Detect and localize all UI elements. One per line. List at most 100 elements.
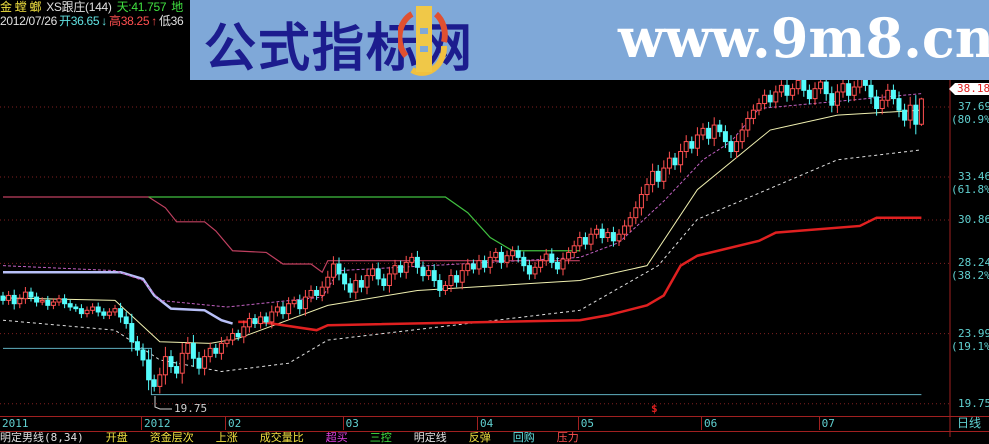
candle-body: [902, 109, 908, 121]
candle-body: [330, 263, 336, 278]
candle-body: [431, 270, 437, 282]
indicator-value: 资金层次: [149, 432, 194, 444]
candle-body: [728, 141, 734, 153]
candle-body: [325, 276, 331, 288]
candle-body: [123, 316, 129, 325]
candle-body: [246, 318, 252, 328]
candle-body: [426, 270, 432, 277]
candle-body: [190, 342, 196, 359]
candle-body: [610, 232, 616, 242]
candle-body: [370, 268, 376, 277]
candle-body: [594, 228, 600, 235]
candle-body: [134, 341, 140, 351]
candle-body: [818, 81, 824, 90]
candle-body: [398, 265, 404, 273]
candle-body: [101, 311, 107, 316]
low-marker-leader: [154, 396, 172, 410]
candle-body: [62, 298, 68, 305]
price-axis-label: 33.46: [958, 170, 989, 183]
candle-body: [470, 263, 476, 270]
candle-body: [644, 184, 650, 196]
candle-body: [67, 303, 73, 308]
candle-body: [790, 88, 796, 96]
candle-body: [269, 311, 275, 323]
time-tick-label: 06: [701, 417, 717, 430]
fib-pct-label: (38.2%): [951, 269, 989, 283]
date: 2012/07/26: [0, 14, 58, 28]
candle-body: [543, 253, 549, 262]
indicator-value: 三控: [369, 432, 392, 444]
candle-body: [448, 275, 454, 287]
candle-body: [17, 298, 23, 305]
indicator-value: 回购: [512, 432, 535, 444]
candle-body: [566, 251, 572, 260]
candle-body: [599, 228, 605, 239]
candle-body: [414, 256, 420, 268]
candle-body: [806, 89, 812, 100]
candle-body: [358, 280, 364, 288]
period-label[interactable]: 日线: [957, 416, 982, 430]
candle-body: [745, 117, 751, 131]
candle-body: [678, 151, 684, 166]
candle-body: [381, 278, 387, 287]
candle-body: [571, 245, 577, 253]
candle-body: [39, 299, 45, 303]
low-marker-label: 19.75: [174, 402, 208, 415]
candle-body: [291, 299, 297, 305]
banner-url: www.9m8.cn: [618, 6, 989, 70]
time-tick-label: 07: [818, 417, 835, 430]
candle-body: [851, 86, 857, 96]
candle-body: [218, 342, 224, 354]
candle-body: [454, 275, 460, 283]
candle-body: [196, 357, 202, 369]
candle-body: [638, 194, 644, 209]
candle-body: [90, 306, 96, 311]
candle-body: [711, 124, 717, 139]
candle-body: [73, 306, 79, 310]
candle-body: [308, 289, 314, 298]
candle-body: [146, 359, 152, 381]
indicator-value: 开盘: [105, 432, 128, 444]
candle-body: [168, 356, 174, 368]
candle-body: [722, 131, 728, 143]
low-price: 低36: [158, 14, 184, 28]
candle-body: [106, 311, 112, 316]
candle-body: [918, 98, 924, 125]
watermark-banner: 公式指标网 www.9m8.cn: [190, 0, 989, 80]
candle-body: [50, 301, 56, 306]
candle-body: [297, 299, 303, 310]
candle-body: [773, 91, 779, 103]
candle-body: [515, 250, 521, 258]
candle-body: [784, 84, 790, 96]
candle-body: [487, 256, 493, 268]
candle-body: [750, 109, 756, 119]
candle-body: [532, 266, 538, 275]
candle-body: [129, 323, 135, 343]
candle-body: [538, 260, 544, 268]
candle-body: [829, 93, 835, 106]
indicator-name: XS跟庄(144): [46, 0, 112, 14]
candle-body: [56, 298, 62, 303]
candle-body: [213, 347, 219, 354]
time-tick-label: 2011: [2, 417, 29, 430]
indicator-value: 压力: [556, 432, 579, 444]
price-axis-label: 23.99: [958, 326, 989, 340]
candle-body: [84, 309, 90, 315]
candle-body: [34, 296, 40, 303]
chart-header: 金 螳 螂 XS跟庄(144) 天:41.757 地 2012/07/26 开36…: [0, 0, 200, 30]
stock-name: 金 螳 螂: [0, 0, 42, 14]
candle-body: [588, 233, 594, 245]
indicator-line-ma: [2, 109, 922, 344]
candle-body: [734, 141, 740, 153]
candle-body: [554, 261, 560, 270]
candle-body: [650, 170, 656, 186]
candle-body: [616, 233, 622, 242]
candle-body: [353, 280, 359, 293]
candle-body: [207, 347, 213, 358]
price-axis-label: 37.69: [958, 100, 989, 114]
candle-body: [22, 291, 28, 300]
candle-body: [521, 256, 527, 267]
candle-body: [907, 104, 913, 121]
dollar-marker-icon: $: [651, 402, 658, 415]
